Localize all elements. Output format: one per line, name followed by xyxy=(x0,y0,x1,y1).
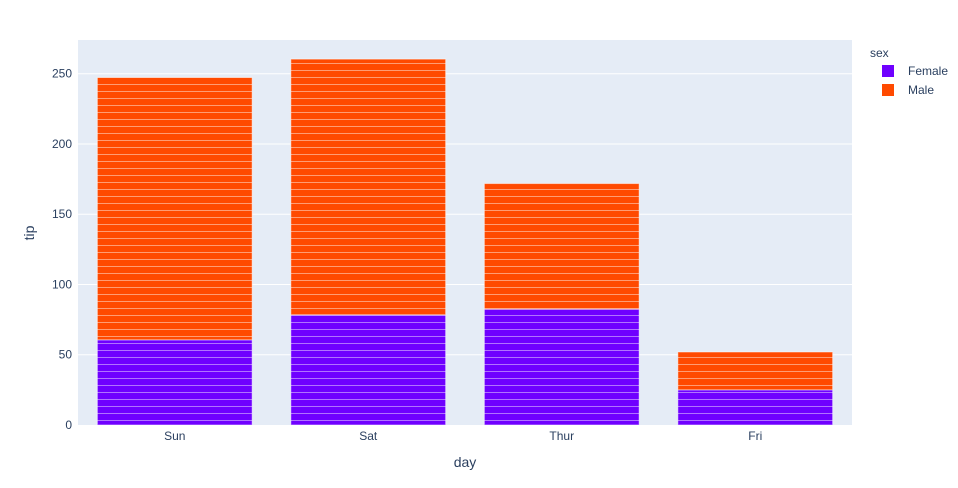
x-tick-label: Sat xyxy=(359,429,378,443)
y-axis-title: tip xyxy=(21,225,37,240)
bar-segment-lines xyxy=(96,339,253,426)
legend: sex Female Male xyxy=(870,46,948,97)
legend-label: Female xyxy=(908,64,948,78)
legend-swatch xyxy=(882,65,894,77)
bar-segment-lines xyxy=(677,389,834,426)
y-tick-label: 200 xyxy=(52,137,72,151)
bar-segment-lines xyxy=(677,351,834,391)
y-tick-label: 100 xyxy=(52,277,72,291)
legend-item-female[interactable]: Female xyxy=(882,64,948,78)
legend-item-male[interactable]: Male xyxy=(882,83,934,97)
legend-label: Male xyxy=(908,83,934,97)
legend-swatch xyxy=(882,84,894,96)
x-tick-label: Thur xyxy=(549,429,574,443)
bar-segment-lines xyxy=(96,76,253,341)
y-tick-label: 0 xyxy=(65,418,72,432)
y-tick-label: 50 xyxy=(59,348,73,362)
bar-segment-lines xyxy=(483,308,640,426)
bar-segment-lines xyxy=(483,183,640,310)
x-axis-title: day xyxy=(454,454,477,470)
y-tick-label: 150 xyxy=(52,207,72,221)
bar-segment-lines xyxy=(290,58,447,316)
legend-title: sex xyxy=(870,46,889,60)
x-tick-label: Sun xyxy=(164,429,185,443)
bar-segment-lines xyxy=(290,314,447,426)
y-tick-label: 250 xyxy=(52,67,72,81)
x-tick-label: Fri xyxy=(748,429,762,443)
